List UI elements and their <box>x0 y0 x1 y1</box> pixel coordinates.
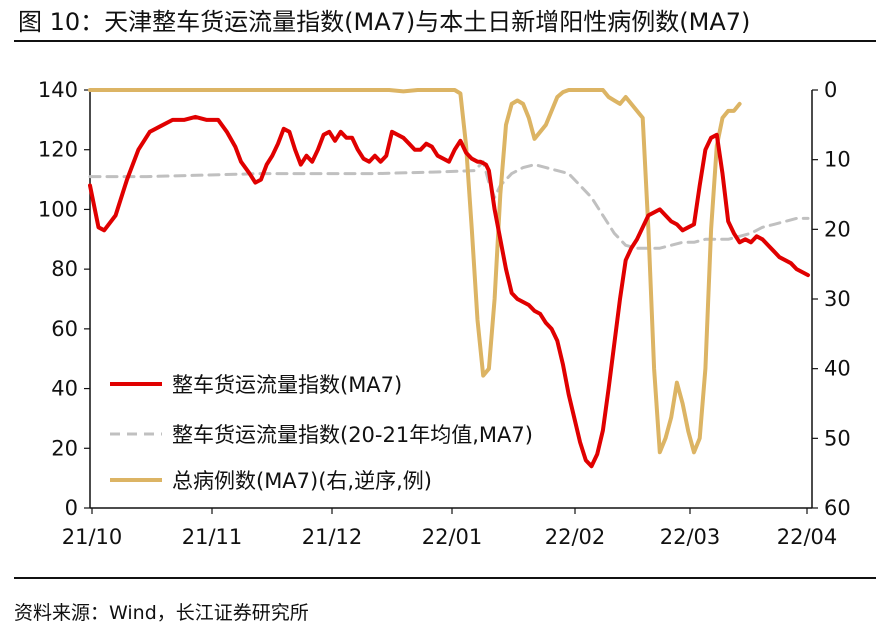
right-axis-tick-label: 40 <box>824 357 851 381</box>
left-axis-tick-label: 140 <box>38 78 78 102</box>
legend: 整车货运流量指数(MA7) 整车货运流量指数(20-21年均值,MA7) 总病例数(… <box>110 373 533 493</box>
right-axis-tick-label: 0 <box>824 78 837 102</box>
left-axis-tick-label: 100 <box>38 197 78 221</box>
source-note: 资料来源：Wind，长江证券研究所 <box>14 602 309 624</box>
top-rule <box>14 40 876 42</box>
left-axis-tick-label: 60 <box>51 317 78 341</box>
right-axis-tick-label: 10 <box>824 148 851 172</box>
x-axis-tick-label: 22/03 <box>660 525 721 549</box>
left-axis-tick-label: 0 <box>65 496 78 520</box>
x-axis-tick-label: 22/01 <box>422 525 483 549</box>
left-axis-tick-label: 80 <box>51 257 78 281</box>
x-axis-tick-label: 21/10 <box>62 525 123 549</box>
left-axis-tick-label: 20 <box>51 436 78 460</box>
x-axis-tick-label: 21/11 <box>182 525 243 549</box>
right-axis-tick-label: 20 <box>824 217 851 241</box>
legend-label-2: 总病例数(MA7)(右,逆序,例) <box>172 469 432 493</box>
series-line-2 <box>88 88 742 455</box>
left-axis-tick-label: 40 <box>51 377 78 401</box>
series-group <box>88 88 810 469</box>
right-axis-tick-label: 30 <box>824 287 851 311</box>
right-axis-tick-label: 50 <box>824 426 851 450</box>
x-axis-tick-label: 21/12 <box>302 525 363 549</box>
x-axis-tick-label: 22/04 <box>777 525 838 549</box>
x-axis-tick-label: 22/02 <box>545 525 606 549</box>
tick-group: 0 20 40 60 80 100 120 140 0 10 20 30 40 50 60 21/10 21/1… <box>38 78 851 549</box>
legend-label-1: 整车货运流量指数(20-21年均值,MA7) <box>172 423 533 447</box>
left-axis-tick-label: 120 <box>38 138 78 162</box>
legend-label-0: 整车货运流量指数(MA7) <box>172 373 402 397</box>
series-line-1 <box>88 160 810 250</box>
bottom-rule <box>14 577 876 579</box>
figure-title: 图 10：天津整车货运流量指数(MA7)与本土日新增阳性病例数(MA7) <box>18 8 751 36</box>
right-axis-tick-label: 60 <box>824 496 851 520</box>
series-line-0 <box>88 114 810 469</box>
